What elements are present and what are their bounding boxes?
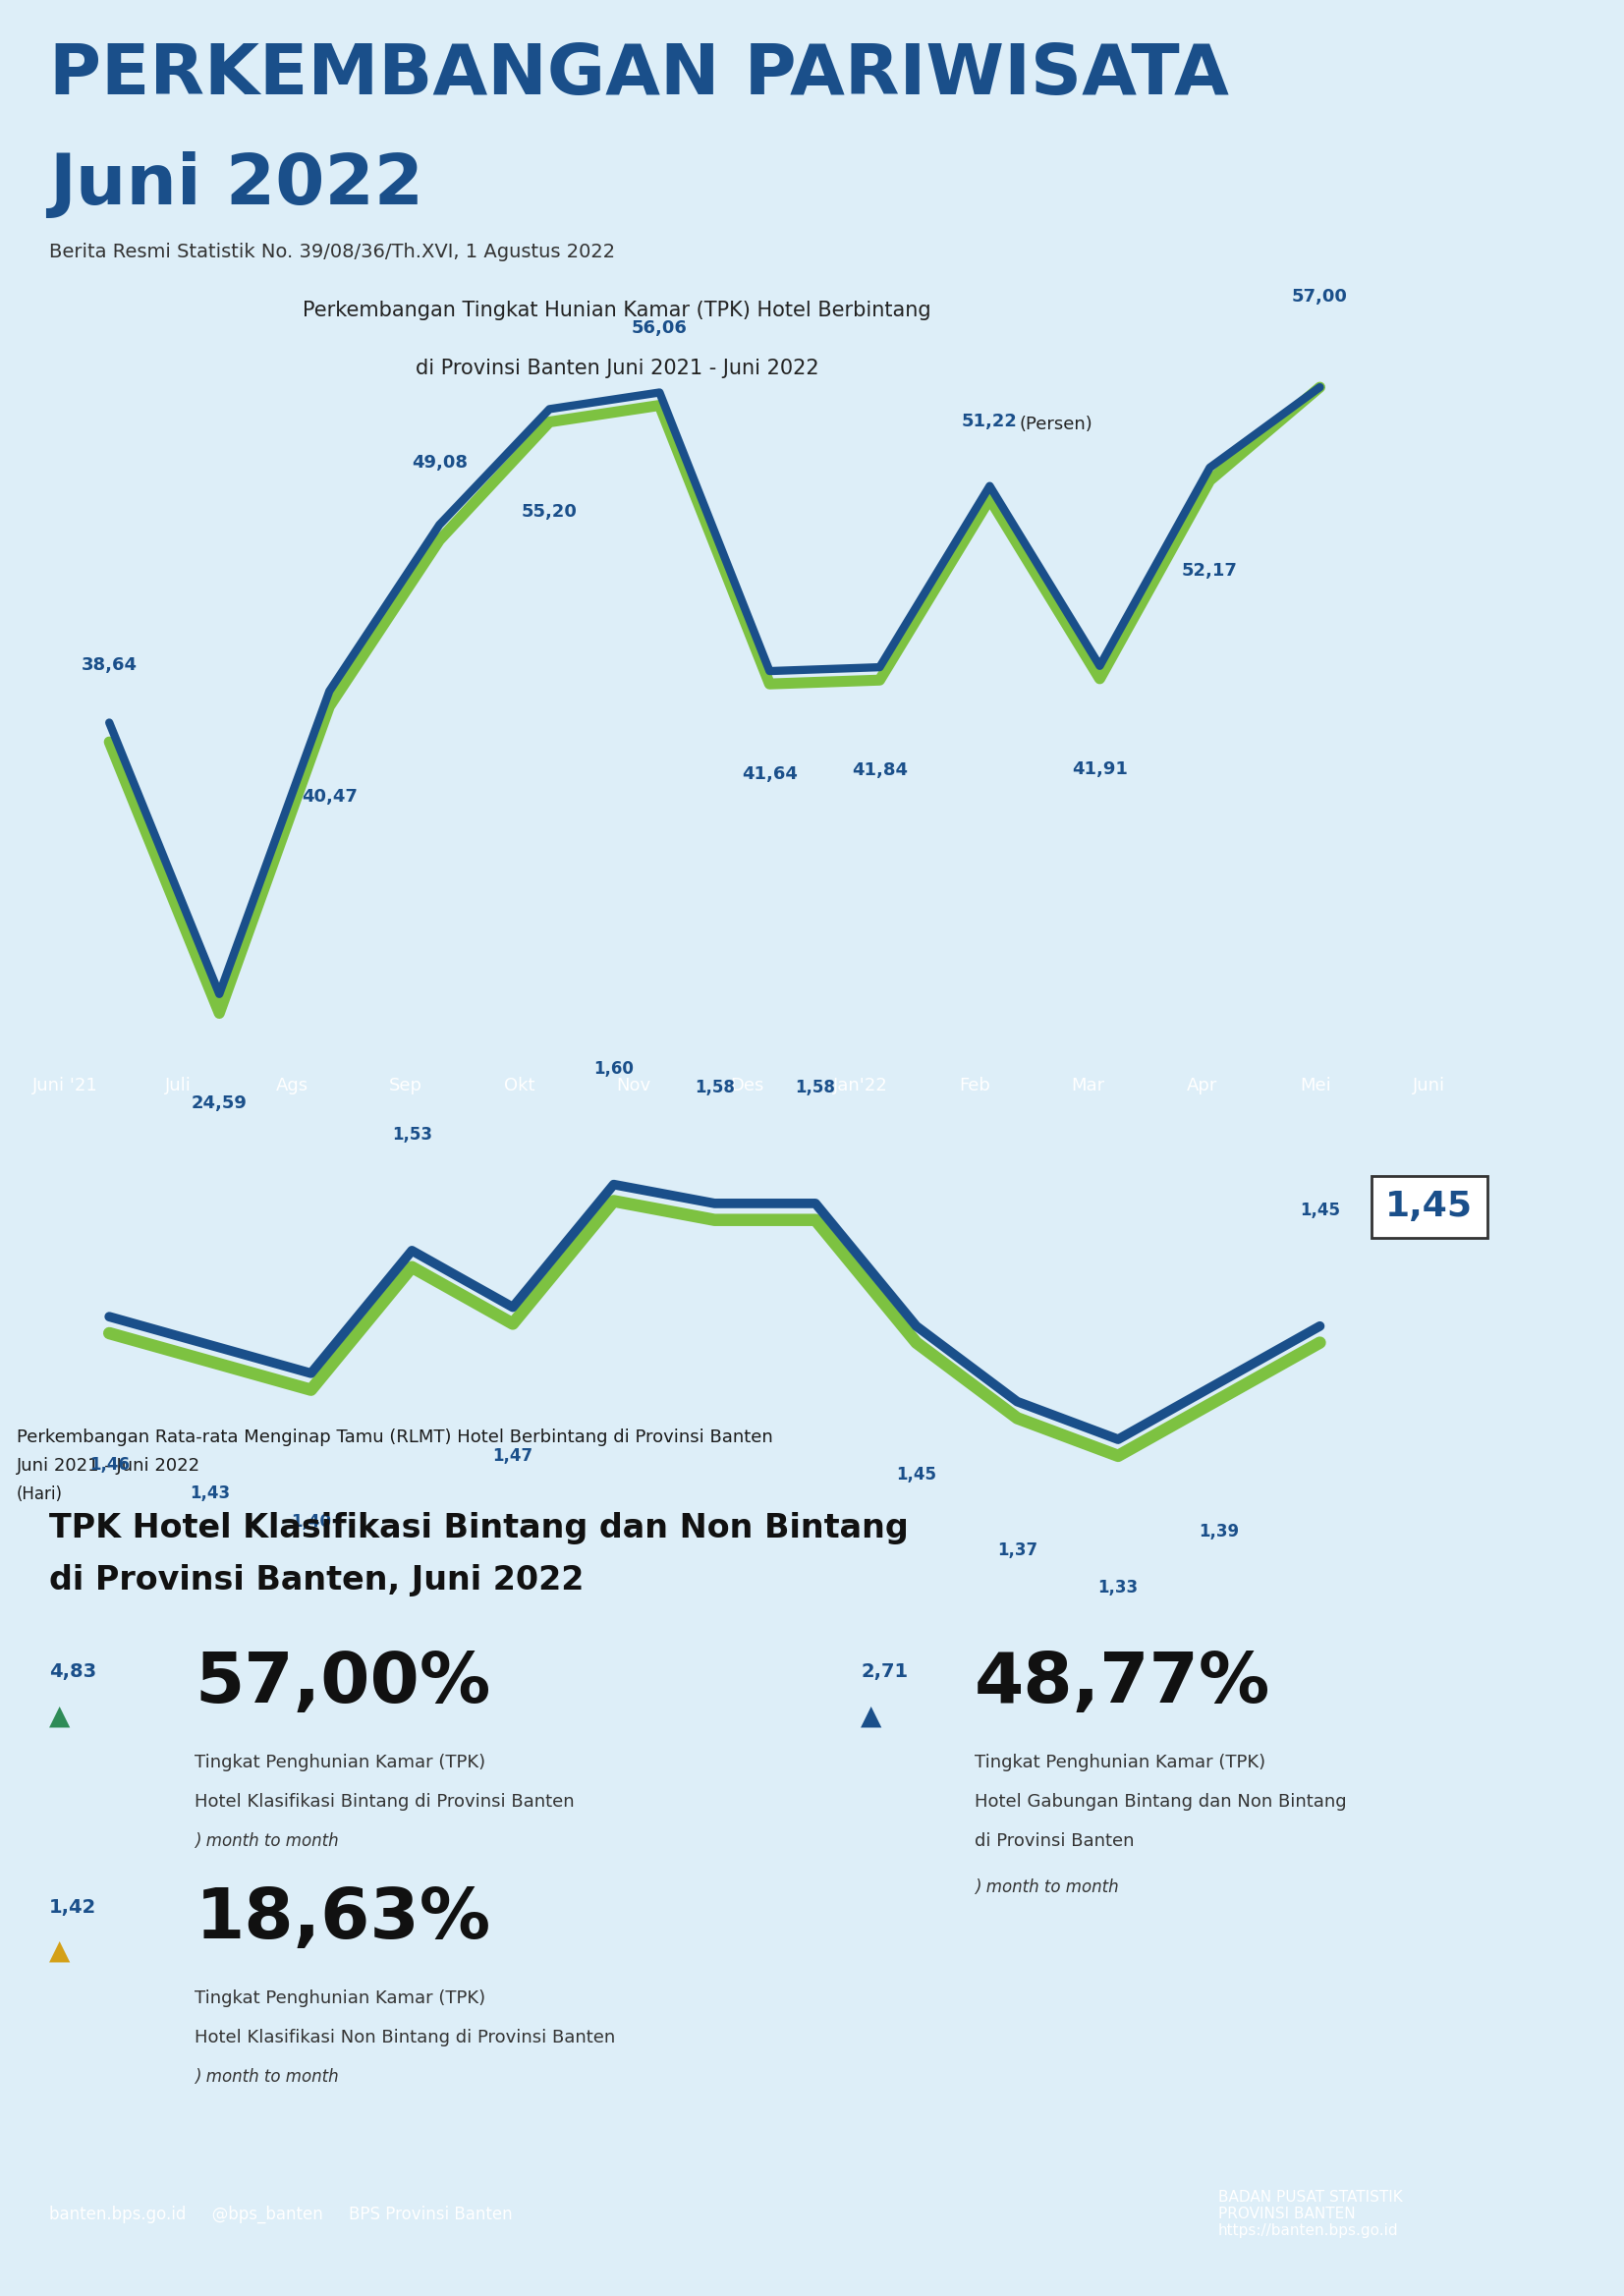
- Text: 1,45: 1,45: [1385, 1189, 1473, 1224]
- Text: 38,64: 38,64: [81, 657, 138, 673]
- Text: 1,58: 1,58: [796, 1079, 835, 1097]
- Text: (Hari): (Hari): [16, 1486, 62, 1504]
- Text: Okt: Okt: [503, 1077, 536, 1095]
- Text: ) month to month: ) month to month: [974, 1878, 1119, 1896]
- Text: 1,42: 1,42: [49, 1899, 96, 1917]
- Text: 55,20: 55,20: [521, 503, 578, 521]
- Text: Tingkat Penghunian Kamar (TPK): Tingkat Penghunian Kamar (TPK): [195, 1754, 486, 1773]
- Text: Juni '21: Juni '21: [32, 1077, 97, 1095]
- Text: ▲: ▲: [861, 1701, 882, 1729]
- Text: Perkembangan Tingkat Hunian Kamar (TPK) Hotel Berbintang: Perkembangan Tingkat Hunian Kamar (TPK) …: [304, 301, 931, 319]
- Text: 24,59: 24,59: [192, 1095, 247, 1111]
- Text: Hotel Klasifikasi Non Bintang di Provinsi Banten: Hotel Klasifikasi Non Bintang di Provins…: [195, 2030, 615, 2046]
- Text: Tingkat Penghunian Kamar (TPK): Tingkat Penghunian Kamar (TPK): [974, 1754, 1265, 1773]
- Text: Jan'22: Jan'22: [833, 1077, 888, 1095]
- Text: Apr: Apr: [1187, 1077, 1216, 1095]
- Text: Berita Resmi Statistik No. 39/08/36/Th.XVI, 1 Agustus 2022: Berita Resmi Statistik No. 39/08/36/Th.X…: [49, 243, 615, 262]
- Text: 1,53: 1,53: [391, 1125, 432, 1143]
- Text: Tingkat Penghunian Kamar (TPK): Tingkat Penghunian Kamar (TPK): [195, 1991, 486, 2007]
- Text: Juni: Juni: [1413, 1077, 1445, 1095]
- Text: ) month to month: ) month to month: [195, 2069, 339, 2087]
- Text: 41,91: 41,91: [1072, 760, 1127, 778]
- Text: Hotel Klasifikasi Bintang di Provinsi Banten: Hotel Klasifikasi Bintang di Provinsi Ba…: [195, 1793, 575, 1812]
- Text: Mei: Mei: [1299, 1077, 1332, 1095]
- Text: BADAN PUSAT STATISTIK
PROVINSI BANTEN
https://banten.bps.go.id: BADAN PUSAT STATISTIK PROVINSI BANTEN ht…: [1218, 2190, 1403, 2239]
- Text: Nov: Nov: [615, 1077, 651, 1095]
- Text: di Provinsi Banten Juni 2021 - Juni 2022: di Provinsi Banten Juni 2021 - Juni 2022: [416, 358, 818, 379]
- Text: Juli: Juli: [166, 1077, 192, 1095]
- Text: Juni 2021 - Juni 2022: Juni 2021 - Juni 2022: [16, 1458, 200, 1474]
- Text: Ags: Ags: [276, 1077, 309, 1095]
- Text: 48,77%: 48,77%: [974, 1649, 1270, 1717]
- Text: 1,39: 1,39: [1199, 1522, 1239, 1541]
- Text: ▲: ▲: [49, 1938, 70, 1965]
- Text: 1,43: 1,43: [190, 1486, 231, 1502]
- Text: ) month to month: ) month to month: [195, 1832, 339, 1851]
- Text: di Provinsi Banten: di Provinsi Banten: [974, 1832, 1134, 1851]
- Text: 1,37: 1,37: [997, 1541, 1038, 1559]
- Text: Des: Des: [731, 1077, 763, 1095]
- Text: TPK Hotel Klasifikasi Bintang dan Non Bintang: TPK Hotel Klasifikasi Bintang dan Non Bi…: [49, 1513, 908, 1545]
- Text: ▲: ▲: [49, 1701, 70, 1729]
- Text: 41,84: 41,84: [851, 762, 908, 778]
- Text: Mar: Mar: [1072, 1077, 1104, 1095]
- Text: Perkembangan Rata-rata Menginap Tamu (RLMT) Hotel Berbintang di Provinsi Banten: Perkembangan Rata-rata Menginap Tamu (RL…: [16, 1428, 773, 1446]
- Text: Sep: Sep: [390, 1077, 422, 1095]
- Text: 1,47: 1,47: [492, 1446, 533, 1465]
- Text: di Provinsi Banten, Juni 2022: di Provinsi Banten, Juni 2022: [49, 1564, 583, 1596]
- Text: banten.bps.go.id     @bps_banten     BPS Provinsi Banten: banten.bps.go.id @bps_banten BPS Provins…: [49, 2204, 512, 2223]
- Text: 1,40: 1,40: [291, 1513, 331, 1531]
- Text: 1,46: 1,46: [89, 1456, 130, 1474]
- Text: Juni 2022: Juni 2022: [49, 152, 422, 220]
- Text: 57,00: 57,00: [1293, 289, 1348, 305]
- Text: 1,60: 1,60: [594, 1061, 633, 1077]
- Text: 1,58: 1,58: [695, 1079, 734, 1097]
- Text: 1,45: 1,45: [1299, 1201, 1340, 1219]
- Text: (Persen): (Persen): [1018, 416, 1093, 434]
- Text: PERKEMBANGAN PARIWISATA: PERKEMBANGAN PARIWISATA: [49, 41, 1228, 110]
- Text: 41,64: 41,64: [742, 765, 797, 783]
- Text: 1,33: 1,33: [1098, 1580, 1138, 1596]
- Text: 51,22: 51,22: [961, 413, 1018, 429]
- Text: 49,08: 49,08: [411, 455, 468, 471]
- Text: 40,47: 40,47: [302, 788, 357, 806]
- Text: 4,83: 4,83: [49, 1662, 96, 1681]
- Text: 18,63%: 18,63%: [195, 1885, 490, 1954]
- Text: 56,06: 56,06: [632, 319, 687, 338]
- Text: 2,71: 2,71: [861, 1662, 908, 1681]
- Text: 52,17: 52,17: [1182, 563, 1237, 579]
- Text: 1,45: 1,45: [896, 1465, 937, 1483]
- Text: Hotel Gabungan Bintang dan Non Bintang: Hotel Gabungan Bintang dan Non Bintang: [974, 1793, 1346, 1812]
- Text: Feb: Feb: [958, 1077, 991, 1095]
- Text: 57,00%: 57,00%: [195, 1649, 490, 1717]
